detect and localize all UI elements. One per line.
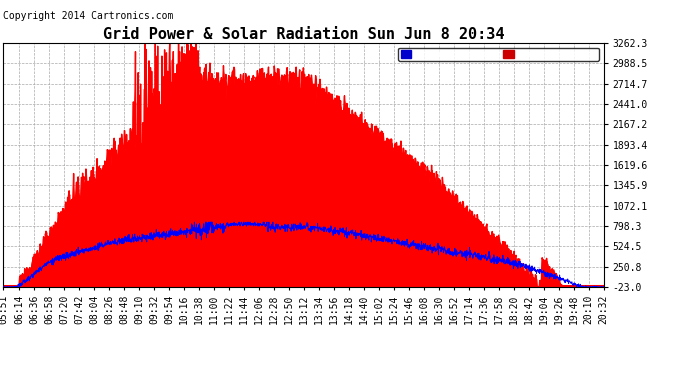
Legend: Radiation (w/m2), Grid (AC Watts): Radiation (w/m2), Grid (AC Watts) (398, 48, 599, 61)
Text: Copyright 2014 Cartronics.com: Copyright 2014 Cartronics.com (3, 11, 174, 21)
Title: Grid Power & Solar Radiation Sun Jun 8 20:34: Grid Power & Solar Radiation Sun Jun 8 2… (103, 27, 504, 42)
